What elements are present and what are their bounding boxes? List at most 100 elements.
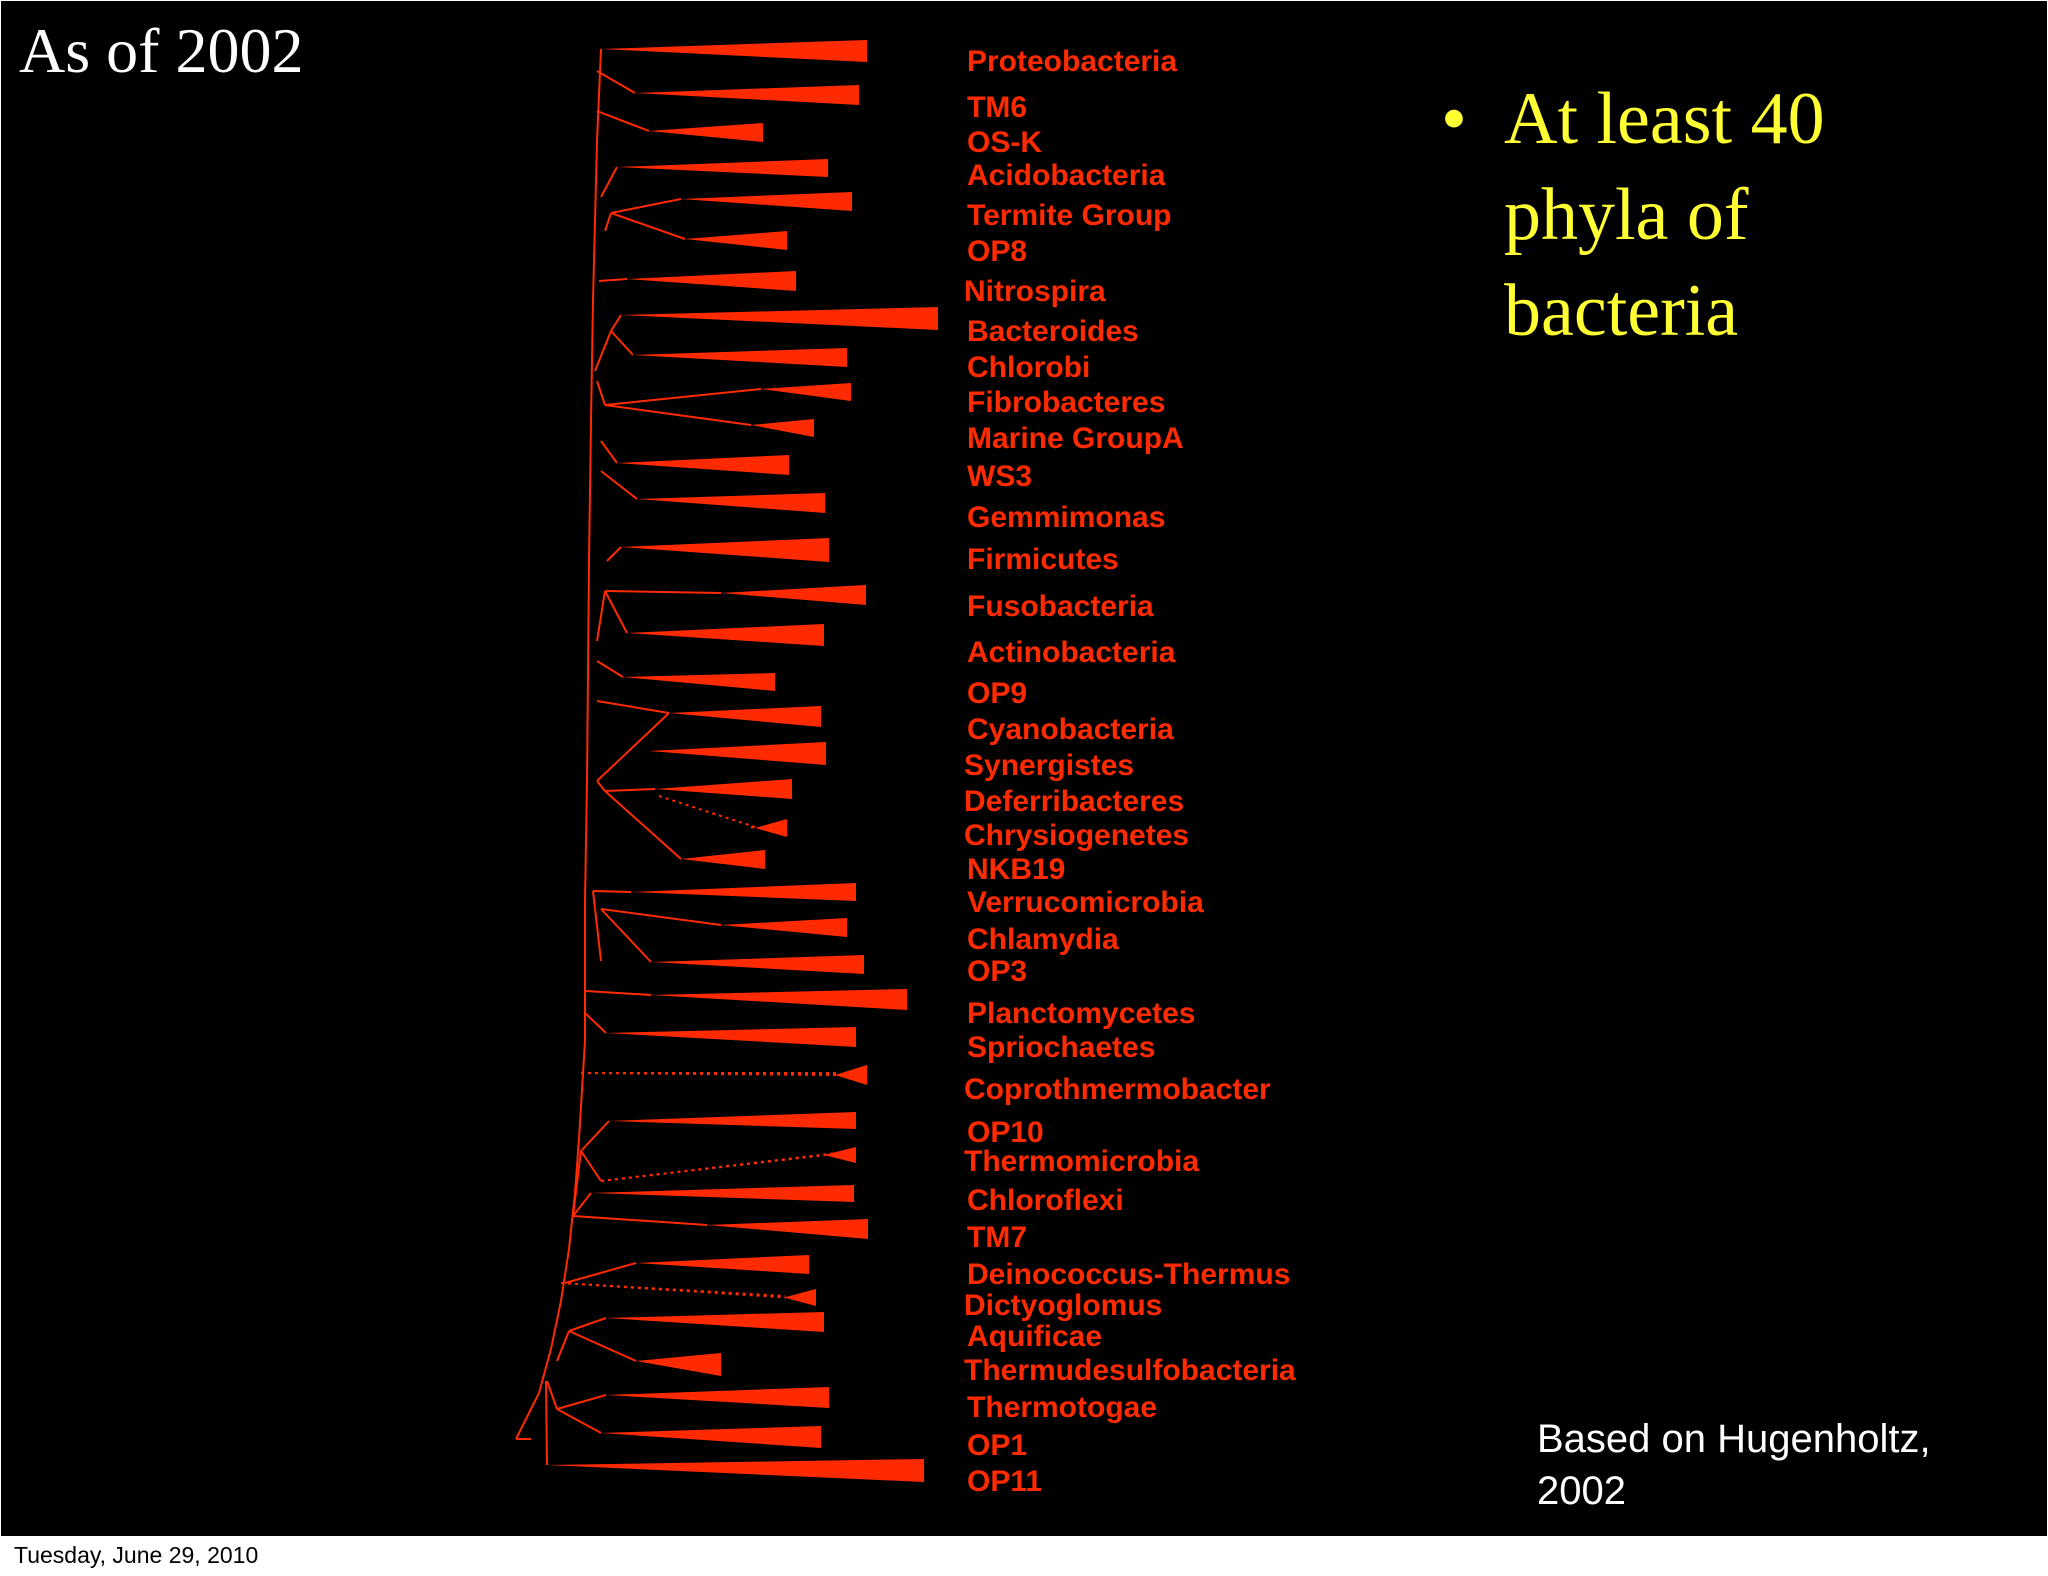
tree-branch <box>610 314 622 332</box>
tree-branch <box>556 1394 607 1410</box>
tree-branch <box>600 908 722 926</box>
phylum-label: OP8 <box>967 235 1027 268</box>
clade-wedge-spriochaetes <box>606 1027 856 1047</box>
clade-wedge-op3 <box>651 955 864 974</box>
phylum-label: Planctomycetes <box>967 997 1195 1030</box>
tree-branch <box>545 1380 548 1466</box>
phylum-label: Termite Group <box>967 199 1171 232</box>
tree-branch <box>592 890 632 893</box>
phylum-label: Dictyoglomus <box>964 1289 1162 1322</box>
phylum-label: Fibrobacteres <box>967 386 1165 419</box>
tree-branch <box>606 546 622 562</box>
phylum-label: NKB19 <box>967 853 1065 886</box>
clade-wedge-termite-group <box>681 192 852 211</box>
bullet-line-3: bacteria <box>1504 270 1739 352</box>
phylum-label: Gemmimonas <box>967 501 1165 534</box>
clade-wedge-planctomycetes <box>651 989 907 1010</box>
tree-wedges <box>547 40 938 1482</box>
footer-date: Tuesday, June 29, 2010 <box>14 1542 259 1568</box>
clade-wedge-verrucomicrobia <box>631 883 856 901</box>
tree-branch <box>596 70 636 94</box>
tree-branches <box>515 48 838 1466</box>
phylum-label: Firmicutes <box>967 543 1119 576</box>
tree-branch <box>564 1262 637 1284</box>
clade-wedge-acidobacteria <box>617 159 828 177</box>
tree-branch <box>556 1330 570 1362</box>
tree-branch <box>556 1408 602 1434</box>
tree-branch <box>580 1072 838 1076</box>
clade-wedge-chlorobi <box>633 348 847 367</box>
bullet-marker: • <box>1441 78 1467 160</box>
phylum-label: TM7 <box>967 1221 1027 1254</box>
tree-branch <box>600 908 652 963</box>
clade-wedge-firmicutes <box>621 538 829 562</box>
clade-wedge-fibrobacteres <box>761 383 851 401</box>
phylum-label: Actinobacteria <box>967 636 1176 669</box>
tree-branch <box>580 1150 602 1182</box>
slide: Proteobacteria TM6 OS-K Acidobacteria Termit… <box>1 1 2047 1536</box>
clade-wedge-proteobacteria <box>601 40 867 62</box>
clade-wedge-dictyoglomus <box>784 1289 816 1306</box>
tree-branch <box>596 700 670 714</box>
phylum-label: OS-K <box>967 126 1042 159</box>
phylum-label: Chrysiogenetes <box>964 819 1189 852</box>
clade-wedge-thermomicrobia <box>824 1147 856 1163</box>
tree-branch <box>600 1154 827 1182</box>
tree-branch <box>596 712 670 782</box>
phylum-label: OP3 <box>967 955 1027 988</box>
tree-branch <box>598 278 628 282</box>
tree-branch <box>604 790 682 860</box>
bullet-line-1: At least 40 <box>1504 78 1825 160</box>
tree-branch <box>604 590 722 594</box>
clade-wedge-op9 <box>623 673 775 691</box>
tree-branch <box>580 1120 610 1152</box>
tree-branch <box>594 330 612 372</box>
tree-branch <box>568 1330 637 1362</box>
clade-wedge-tm7 <box>707 1219 868 1239</box>
phylum-label: Deinococcus-Thermus <box>967 1258 1290 1291</box>
tree-branch <box>596 110 650 132</box>
phylum-label: Coprothmermobacter <box>964 1073 1271 1106</box>
tree-branch <box>604 788 656 792</box>
phylum-label: Nitrospira <box>964 275 1106 308</box>
phylum-label: OP9 <box>967 677 1027 710</box>
clade-wedge-op1 <box>601 1426 821 1448</box>
clade-wedge-actinobacteria <box>627 624 824 646</box>
clade-wedge-bacteroides <box>621 307 938 330</box>
phylum-label: Synergistes <box>964 749 1134 782</box>
phylum-label: Spriochaetes <box>967 1031 1155 1064</box>
tree-branch <box>585 990 652 996</box>
phylum-label: OP10 <box>967 1116 1044 1149</box>
clade-wedge-cyanobacteria <box>669 706 821 727</box>
clade-wedge-op11 <box>547 1459 924 1482</box>
phylum-label: Proteobacteria <box>967 45 1177 78</box>
clade-wedge-tm6 <box>635 85 859 105</box>
tree-branch <box>750 826 758 829</box>
tree-branch <box>604 404 752 426</box>
tree-branch <box>604 212 612 232</box>
clade-wedge-deferribacteres <box>655 779 792 799</box>
clade-wedge-chloroflexi <box>591 1185 854 1202</box>
tree-branch <box>596 380 606 406</box>
slide-title: As of 2002 <box>19 15 304 86</box>
phylum-label: Aquificae <box>967 1320 1102 1353</box>
tree-branch <box>600 440 618 464</box>
clade-wedge-marine-groupa <box>751 419 814 437</box>
phylum-label: Thermomicrobia <box>964 1145 1199 1178</box>
source-credit: Based on Hugenholtz, 2002 <box>1537 1413 1931 1517</box>
phylum-label: Marine GroupA <box>967 422 1184 455</box>
tree-branch <box>658 795 756 828</box>
clade-wedge-thermudesulfobacteria <box>636 1353 721 1376</box>
phylum-label: Chlorobi <box>967 351 1090 384</box>
phylum-label: Thermotogae <box>967 1391 1157 1424</box>
clade-wedge-nkb19 <box>681 850 765 869</box>
clade-wedge-chlamydia <box>721 918 847 937</box>
phylum-label: Deferribacteres <box>964 785 1184 818</box>
source-credit-line-2: 2002 <box>1537 1469 1626 1513</box>
clade-wedge-deinococcus-thermus <box>636 1255 809 1274</box>
tree-branch <box>560 1282 787 1299</box>
clade-wedge-os-k <box>649 123 763 142</box>
phylum-label: TM6 <box>967 91 1027 124</box>
